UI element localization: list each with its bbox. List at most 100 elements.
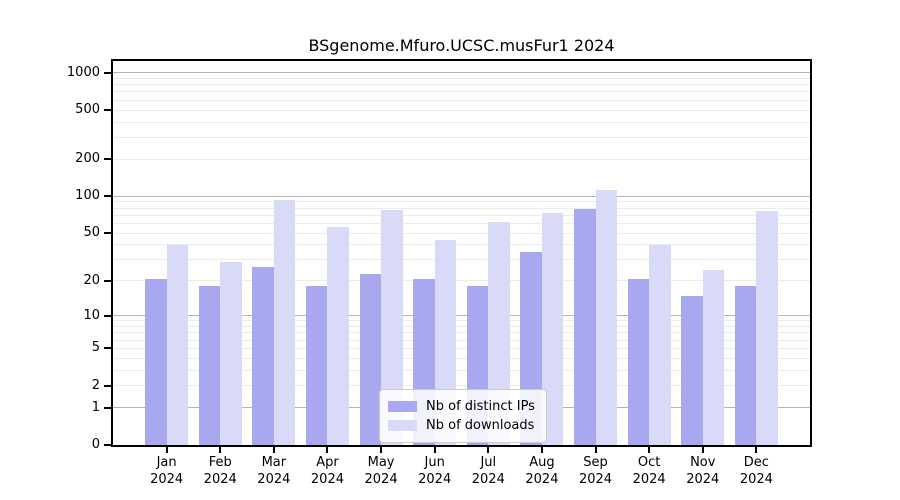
legend-swatch-downloads (388, 420, 417, 431)
y-tick-label: 100 (75, 188, 100, 204)
minor-gridline (113, 244, 810, 246)
bar-mar-downloads (273, 200, 296, 445)
x-tick-mark (272, 447, 275, 453)
x-tick-mark (219, 447, 222, 453)
y-tick-mark (104, 195, 111, 198)
y-tick-mark (104, 444, 111, 446)
x-tick-label-dec: Dec 2024 (726, 455, 786, 488)
y-tick-label: 500 (75, 102, 100, 118)
minor-gridline (113, 332, 810, 334)
bar-jan-distinct-ips (145, 278, 167, 445)
minor-gridline (113, 385, 810, 387)
major-gridline (113, 195, 810, 197)
minor-gridline (113, 320, 810, 322)
minor-gridline (113, 91, 810, 93)
x-tick-mark (380, 447, 383, 453)
x-tick-year: 2024 (364, 471, 398, 487)
major-gridline (113, 72, 810, 74)
chart-title: BSgenome.Mfuro.UCSC.musFur1 2024 (308, 36, 615, 55)
bar-jan-downloads (166, 244, 189, 445)
x-tick-year: 2024 (525, 471, 559, 487)
minor-gridline (113, 326, 810, 328)
y-tick-mark (104, 347, 111, 350)
y-tick-mark (104, 406, 111, 409)
x-tick-year: 2024 (310, 471, 344, 487)
y-tick-label: 1000 (66, 64, 100, 80)
bar-nov-downloads (702, 269, 725, 445)
minor-gridline (113, 280, 810, 282)
minor-gridline (113, 357, 810, 359)
legend-label-downloads: Nb of downloads (426, 418, 535, 433)
minor-gridline (113, 121, 810, 123)
bar-oct-distinct-ips (627, 278, 650, 445)
minor-gridline (113, 207, 810, 209)
x-tick-label-jan: Jan 2024 (137, 455, 197, 488)
x-tick-year: 2024 (739, 471, 773, 487)
x-tick-label-mar: Mar 2024 (244, 455, 304, 488)
x-tick-year: 2024 (686, 471, 720, 487)
x-tick-year: 2024 (257, 471, 291, 487)
bar-aug-downloads (541, 213, 564, 445)
x-tick-mark (701, 447, 704, 453)
minor-gridline (113, 109, 810, 111)
minor-gridline (113, 214, 810, 216)
minor-gridline (113, 259, 810, 261)
y-tick-mark (104, 158, 111, 161)
y-tick-label: 200 (75, 151, 100, 167)
y-tick-mark (104, 232, 111, 235)
bar-may-distinct-ips (359, 273, 382, 445)
bar-may-downloads (381, 209, 403, 445)
x-tick-mark (487, 447, 490, 453)
legend-label-distinct-ips: Nb of distinct IPs (426, 399, 535, 414)
minor-gridline (113, 223, 810, 225)
y-tick-label: 2 (91, 377, 100, 393)
y-tick-mark (104, 71, 111, 74)
x-tick-mark (433, 447, 436, 453)
x-tick-mark (755, 447, 758, 453)
bar-mar-distinct-ips (252, 267, 274, 445)
x-tick-year: 2024 (150, 471, 184, 487)
x-tick-label-oct: Oct 2024 (619, 455, 679, 488)
bar-sep-downloads (595, 189, 618, 445)
minor-gridline (113, 201, 810, 203)
minor-gridline (113, 99, 810, 101)
y-tick-label: 20 (83, 272, 100, 288)
minor-gridline (113, 137, 810, 138)
x-tick-label-nov: Nov 2024 (673, 455, 733, 488)
x-tick-mark (648, 447, 651, 453)
bar-apr-downloads (327, 227, 349, 445)
bar-apr-distinct-ips (305, 286, 328, 445)
x-tick-label-jul: Jul 2024 (458, 455, 518, 488)
x-tick-label-sep: Sep 2024 (566, 455, 626, 488)
x-tick-label-may: May 2024 (351, 455, 411, 488)
x-tick-mark (594, 447, 597, 453)
minor-gridline (113, 339, 810, 341)
minor-gridline (113, 347, 810, 349)
legend-row-ips: Nb of distinct IPs (388, 397, 536, 416)
legend-swatch-distinct-ips (388, 401, 417, 412)
plot-area: Nb of distinct IPs Nb of downloads (111, 59, 812, 447)
y-tick-mark (104, 314, 111, 317)
x-tick-year: 2024 (632, 471, 666, 487)
bar-sep-distinct-ips (574, 208, 596, 445)
major-gridline (113, 315, 810, 317)
bar-feb-distinct-ips (198, 286, 221, 445)
x-tick-label-jun: Jun 2024 (405, 455, 465, 488)
minor-gridline (113, 369, 810, 371)
legend-row-downloads: Nb of downloads (388, 416, 536, 435)
y-tick-label: 10 (83, 307, 100, 323)
bar-dec-downloads (756, 211, 778, 445)
minor-gridline (113, 158, 810, 160)
x-tick-year: 2024 (578, 471, 613, 487)
x-tick-label-feb: Feb 2024 (190, 455, 250, 488)
x-tick-mark (326, 447, 329, 453)
bar-dec-distinct-ips (734, 286, 757, 445)
legend: Nb of distinct IPs Nb of downloads (379, 389, 547, 443)
x-tick-year: 2024 (418, 471, 452, 487)
minor-gridline (113, 232, 810, 234)
plot-canvas (113, 61, 810, 445)
y-tick-mark (104, 384, 111, 387)
y-tick-label: 0 (91, 437, 100, 452)
x-tick-mark (540, 447, 543, 453)
